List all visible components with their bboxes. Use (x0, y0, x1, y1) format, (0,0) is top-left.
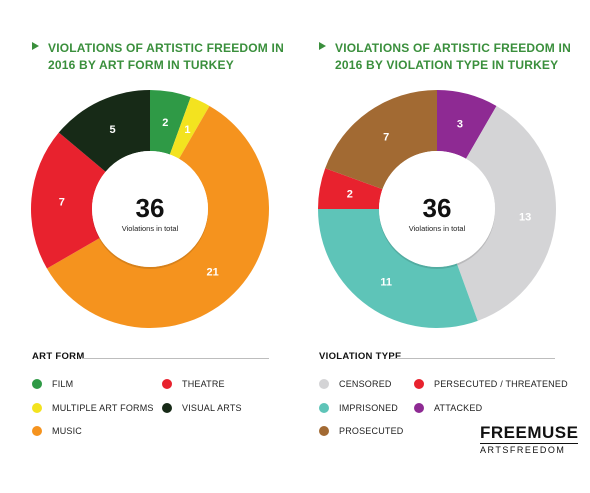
legend-swatch-visual-arts (162, 403, 172, 413)
legend-title-violation-type: VIOLATION TYPE (319, 351, 402, 362)
legend-label-visual-arts: VISUAL ARTS (182, 403, 242, 413)
donut-slice-persecuted-threatened (318, 168, 383, 209)
center-total-value: 36 (136, 193, 165, 223)
legend-item-censored: CENSORED (319, 379, 392, 389)
legend-swatch-imprisoned (319, 403, 329, 413)
center-total-value: 36 (423, 193, 452, 223)
legend-swatch-film (32, 379, 42, 389)
slice-value-label-persecuted-threatened: 2 (347, 189, 353, 201)
legend-label-theatre: THEATRE (182, 379, 225, 389)
legend-divider (390, 358, 555, 359)
center-total-label: Violations in total (122, 224, 179, 233)
slice-value-label-prosecuted: 7 (383, 132, 389, 144)
title-arrow-icon (32, 42, 39, 50)
legend-label-film: FILM (52, 379, 74, 389)
legend-swatch-persecuted-threatened (414, 379, 424, 389)
legend-swatch-attacked (414, 403, 424, 413)
chart-title-art-form: VIOLATIONS OF ARTISTIC FREEDOM IN 2016 B… (48, 41, 284, 72)
legend-label-censored: CENSORED (339, 379, 392, 389)
legend-item-persecuted-threatened: PERSECUTED / THREATENED (414, 379, 568, 389)
center-total-label: Violations in total (409, 224, 466, 233)
legend-item-prosecuted: PROSECUTED (319, 426, 404, 436)
donut-slice-imprisoned (318, 209, 478, 328)
donut-hole (379, 151, 495, 267)
legend-label-music: MUSIC (52, 426, 82, 436)
chart-title-violation-type: VIOLATIONS OF ARTISTIC FREEDOM IN 2016 B… (335, 41, 571, 72)
legend-item-imprisoned: IMPRISONED (319, 403, 398, 413)
legend-title-art-form: ART FORM (32, 351, 85, 362)
legend-item-multiple-art-forms: MULTIPLE ART FORMS (32, 403, 154, 413)
slice-value-label-music: 21 (206, 267, 218, 279)
freemuse-logo: FREEMUSE ARTSFREEDOM (480, 423, 579, 456)
donut-slice-attacked (437, 90, 497, 159)
legend-label-multiple-art-forms: MULTIPLE ART FORMS (52, 403, 154, 413)
slice-value-label-theatre: 7 (59, 196, 65, 208)
legend-swatch-theatre (162, 379, 172, 389)
legend-swatch-multiple-art-forms (32, 403, 42, 413)
slice-value-label-imprisoned: 11 (380, 276, 392, 288)
donut-slice-prosecuted (325, 90, 437, 190)
legend-item-theatre: THEATRE (162, 379, 225, 389)
logo-tagline: ARTSFREEDOM (480, 443, 579, 456)
chart-panel-violation-type: VIOLATIONS OF ARTISTIC FREEDOM IN 2016 B… (295, 0, 590, 493)
chart-panel-art-form: VIOLATIONS OF ARTISTIC FREEDOM IN 2016 B… (30, 41, 284, 436)
donut-slice-film (150, 90, 191, 155)
donut-slice-censored (456, 105, 556, 321)
slice-value-label-multiple-art-forms: 1 (184, 124, 190, 136)
donut-slice-theatre (30, 132, 106, 269)
legend-swatch-prosecuted (319, 426, 329, 436)
slice-value-label-censored: 13 (519, 212, 531, 224)
legend-label-prosecuted: PROSECUTED (339, 426, 404, 436)
donut-slice-music (46, 105, 269, 328)
legend-divider (82, 358, 269, 359)
slice-value-label-attacked: 3 (457, 119, 463, 131)
logo-wordmark: FREEMUSE (480, 423, 579, 442)
legend-swatch-censored (319, 379, 329, 389)
legend-label-attacked: ATTACKED (434, 403, 483, 413)
legend-swatch-music (32, 426, 42, 436)
legend-item-attacked: ATTACKED (414, 403, 482, 413)
legend-item-film: FILM (32, 379, 73, 389)
donut-slice-visual-arts (58, 90, 150, 172)
donut-hole (92, 151, 208, 267)
legend-label-persecuted-threatened: PERSECUTED / THREATENED (434, 379, 568, 389)
donut-slice-multiple-art-forms (169, 97, 210, 159)
legend-item-visual-arts: VISUAL ARTS (162, 403, 242, 413)
slice-value-label-visual-arts: 5 (110, 124, 116, 136)
legend-label-imprisoned: IMPRISONED (339, 403, 399, 413)
slice-value-label-film: 2 (162, 117, 168, 129)
legend-item-music: MUSIC (32, 426, 82, 436)
title-arrow-icon (319, 42, 326, 50)
